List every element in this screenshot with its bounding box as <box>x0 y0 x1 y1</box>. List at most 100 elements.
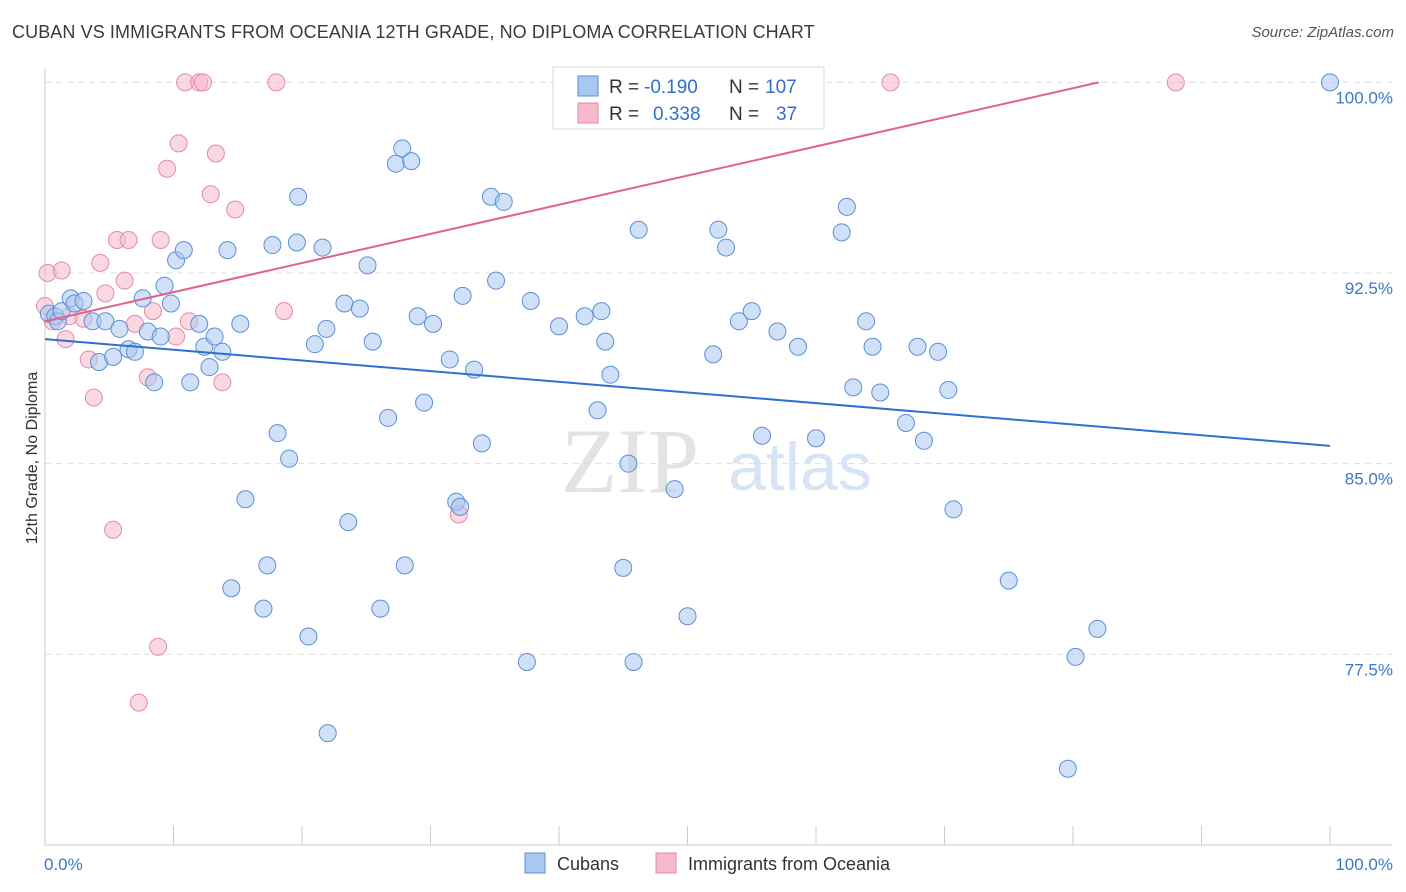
cuban-point-51 <box>386 154 405 173</box>
cuban-point-75 <box>614 558 633 577</box>
cuban-point-56 <box>415 393 434 412</box>
cuban-point-92 <box>844 378 863 397</box>
cuban-point-81 <box>704 345 723 364</box>
bottom-legend-cubans: Cubans <box>557 854 619 874</box>
cuban-point-106 <box>1321 73 1339 92</box>
cuban-point-90 <box>832 223 851 242</box>
cuban-point-30 <box>236 490 255 509</box>
cuban-point-34 <box>263 236 282 255</box>
oceania-point-19 <box>149 637 168 656</box>
cuban-point-46 <box>350 299 369 318</box>
cuban-point-26 <box>205 327 224 346</box>
cuban-point-68 <box>521 291 540 310</box>
cuban-point-16 <box>145 373 164 392</box>
oceania-point-20 <box>151 230 170 249</box>
cuban-point-85 <box>742 302 761 321</box>
stats-legend: R = -0.190 N = 107 R = 0.338 N = 37 <box>552 66 825 130</box>
cuban-point-66 <box>494 192 513 211</box>
cuban-point-48 <box>363 332 382 351</box>
cuban-point-67 <box>517 652 536 671</box>
cuban-point-41 <box>313 238 332 257</box>
cuban-point-96 <box>896 413 915 432</box>
cuban-point-36 <box>280 449 299 468</box>
cuban-point-54 <box>402 152 421 171</box>
oceania-point-18 <box>143 302 162 321</box>
cuban-point-6 <box>74 291 93 310</box>
cuban-point-98 <box>914 431 933 450</box>
watermark-atlas: atlas <box>728 429 872 505</box>
oceania-point-9 <box>91 253 110 272</box>
oceania-point-33 <box>275 302 294 321</box>
cuban-point-63 <box>472 434 491 453</box>
cuban-point-69 <box>550 317 568 336</box>
cuban-point-31 <box>222 579 241 598</box>
cuban-point-57 <box>424 314 443 333</box>
legend-n-label-2: N = <box>729 104 759 125</box>
legend-r-value-2: 0.338 <box>653 104 701 125</box>
cuban-point-82 <box>709 220 728 239</box>
cuban-point-93 <box>857 312 876 331</box>
legend-r-value-1: -0.190 <box>644 77 698 98</box>
cuban-point-25 <box>200 358 219 377</box>
cuban-point-101 <box>944 500 963 519</box>
legend-swatch-cubans <box>577 75 599 97</box>
trend-lines <box>44 81 1331 447</box>
cuban-point-88 <box>789 337 808 356</box>
cuban-point-83 <box>717 238 736 257</box>
oceania-point-29 <box>206 144 225 163</box>
cuban-point-84 <box>729 312 748 331</box>
cuban-point-44 <box>335 294 354 313</box>
cuban-point-60 <box>451 497 470 516</box>
cuban-point-22 <box>181 373 200 392</box>
series-legend: Cubans Immigrants from Oceania <box>524 852 891 874</box>
x-tick-label-1: 100.0% <box>1335 855 1393 874</box>
cuban-point-45 <box>339 513 358 532</box>
oceania-point-32 <box>267 73 286 92</box>
axes <box>44 68 1392 846</box>
cuban-point-49 <box>371 599 390 618</box>
cuban-point-18 <box>155 276 174 295</box>
oceania-points <box>36 73 1185 712</box>
legend-n-label-1: N = <box>729 77 759 98</box>
cuban-point-73 <box>596 332 615 351</box>
cuban-trend-line <box>44 338 1331 447</box>
cuban-point-11 <box>110 319 129 338</box>
y-tick-label-2: 85.0% <box>1345 470 1393 489</box>
oceania-point-8 <box>84 388 103 407</box>
oceania-point-28 <box>201 185 220 204</box>
y-tick-label-1: 92.5% <box>1345 279 1393 298</box>
bottom-legend-swatch-cubans <box>524 852 546 874</box>
cuban-point-52 <box>393 139 412 158</box>
y-tick-label-0: 100.0% <box>1335 88 1393 107</box>
cuban-point-23 <box>190 314 209 333</box>
cuban-point-50 <box>379 408 398 427</box>
oceania-point-3 <box>52 261 71 280</box>
cuban-point-9 <box>96 312 115 331</box>
oceania-point-4 <box>56 330 75 349</box>
oceania-point-23 <box>169 134 188 153</box>
source-credit: Source: ZipAtlas.com <box>1251 24 1394 41</box>
cuban-points <box>39 73 1339 778</box>
cuban-point-80 <box>678 607 697 626</box>
oceania-point-13 <box>115 271 134 290</box>
cuban-point-104 <box>1088 619 1107 638</box>
legend-n-value-1: 107 <box>765 77 797 98</box>
chart-title: CUBAN VS IMMIGRANTS FROM OCEANIA 12TH GR… <box>12 22 815 42</box>
cuban-point-58 <box>440 350 459 369</box>
cuban-point-21 <box>174 241 193 260</box>
cuban-point-37 <box>287 233 306 252</box>
oceania-point-22 <box>167 327 186 346</box>
cuban-point-72 <box>592 302 611 321</box>
tick-labels: 100.0% 92.5% 85.0% 77.5% 0.0% 100.0% <box>44 88 1393 874</box>
cuban-point-10 <box>104 347 123 366</box>
cuban-point-79 <box>665 480 684 499</box>
cuban-point-95 <box>871 383 890 402</box>
cuban-point-87 <box>768 322 787 341</box>
legend-swatch-oceania <box>577 102 599 124</box>
bottom-legend-swatch-oceania <box>655 852 677 874</box>
cuban-point-99 <box>929 342 948 361</box>
cuban-point-42 <box>317 319 336 338</box>
cuban-point-55 <box>408 307 427 326</box>
cuban-point-94 <box>863 337 882 356</box>
